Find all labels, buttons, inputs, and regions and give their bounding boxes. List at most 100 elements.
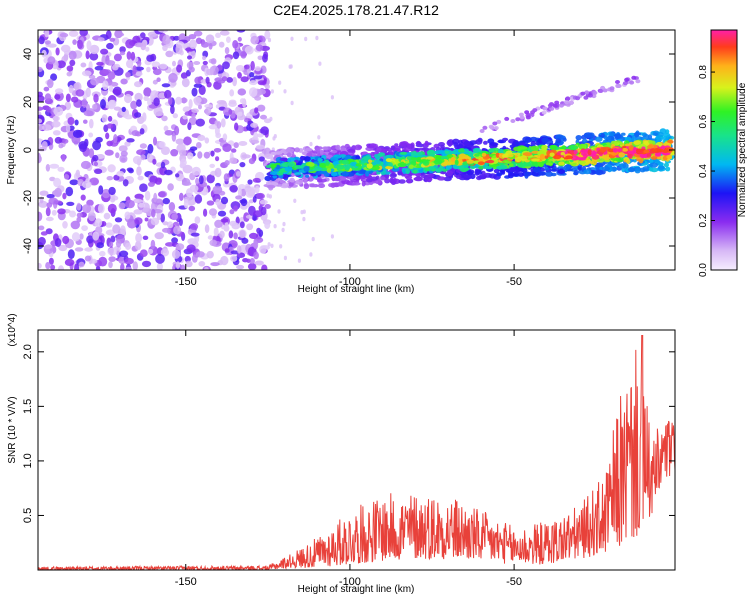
heatmap-cell xyxy=(578,143,586,150)
heatmap-cell xyxy=(156,111,164,116)
heatmap-cell xyxy=(330,95,334,100)
heatmap-cell xyxy=(161,146,170,155)
heatmap-cell xyxy=(124,242,132,250)
heatmap-cell xyxy=(88,132,94,138)
heatmap-cell xyxy=(330,156,339,162)
heatmap-cell xyxy=(226,36,231,43)
heatmap-cell xyxy=(237,36,242,42)
heatmap-cell xyxy=(167,183,174,191)
heatmap-cell xyxy=(65,186,74,197)
heatmap-cell xyxy=(203,151,211,159)
heatmap-cell xyxy=(557,169,566,174)
heatmap-cell xyxy=(240,50,247,59)
heatmap-cell xyxy=(108,85,114,92)
heatmap-cell xyxy=(303,156,311,162)
heatmap-cell xyxy=(350,161,357,167)
heatmap-cell xyxy=(176,64,183,73)
heatmap-cell xyxy=(545,162,553,166)
heatmap-cell xyxy=(518,172,524,177)
heatmap-cell xyxy=(628,145,635,151)
heatmap-cell xyxy=(532,108,538,113)
heatmap-cell xyxy=(208,208,218,216)
heatmap-cell xyxy=(254,95,262,101)
heatmap-cell xyxy=(38,142,42,148)
heatmap-cell xyxy=(46,202,53,208)
heatmap-cell xyxy=(639,167,646,173)
heatmap-cell xyxy=(570,155,579,161)
heatmap-cell xyxy=(418,147,427,151)
heatmap-cell xyxy=(71,232,81,242)
heatmap-cell xyxy=(478,166,484,170)
heatmap-cell xyxy=(315,35,319,41)
heatmap-cell xyxy=(75,169,81,178)
heatmap-cell xyxy=(633,140,642,146)
heatmap-cell xyxy=(371,165,380,171)
heatmap-cell xyxy=(267,242,271,247)
heatmap-cell xyxy=(112,89,121,95)
heatmap-cell xyxy=(466,159,475,164)
heatmap-cell xyxy=(94,218,103,228)
heatmap-cell xyxy=(112,64,119,71)
heatmap-cell xyxy=(195,118,205,127)
heatmap-cell xyxy=(340,176,347,181)
heatmap-cell xyxy=(150,217,160,226)
heatmap-cell xyxy=(387,162,393,168)
heatmap-cell xyxy=(236,30,246,33)
heatmap-cell xyxy=(68,84,74,94)
heatmap-cell xyxy=(564,100,570,105)
heatmap-cell xyxy=(376,171,381,175)
heatmap-cell xyxy=(497,139,504,144)
heatmap-cell xyxy=(198,261,206,267)
heatmap-cell xyxy=(446,170,453,177)
heatmap-cell xyxy=(311,236,315,242)
y-tick-label: 2.0 xyxy=(22,344,34,359)
heatmap-cell xyxy=(81,180,92,189)
heatmap-cell xyxy=(558,161,565,166)
heatmap-cell xyxy=(157,191,166,198)
heatmap-cell xyxy=(43,244,53,249)
heatmap-cell xyxy=(70,220,81,230)
heatmap-cell xyxy=(579,149,589,153)
heatmap-cell xyxy=(282,221,286,227)
heatmap-cell xyxy=(45,216,54,222)
heatmap-cell xyxy=(492,155,497,159)
heatmap-cell xyxy=(398,179,406,184)
heatmap-cell xyxy=(131,130,140,137)
heatmap-cell xyxy=(208,124,218,130)
heatmap-cell xyxy=(599,147,607,153)
heatmap-cell xyxy=(519,142,526,146)
heatmap-cell xyxy=(41,49,47,58)
heatmap-cell xyxy=(125,71,131,78)
heatmap-cell xyxy=(95,266,101,270)
heatmap-cell xyxy=(592,90,598,95)
heatmap-cell xyxy=(105,132,110,140)
heatmap-cell xyxy=(665,166,671,172)
heatmap-cell xyxy=(180,158,187,167)
heatmap-cell xyxy=(573,149,578,155)
heatmap-cell xyxy=(97,37,105,42)
heatmap-cell xyxy=(224,248,230,253)
heatmap-cell xyxy=(76,202,82,211)
y-tick-label: -20 xyxy=(22,190,34,206)
heatmap-cell xyxy=(397,171,403,176)
heatmap-cell xyxy=(232,40,239,49)
heatmap-cell xyxy=(113,134,118,144)
heatmap-cell xyxy=(399,151,408,155)
heatmap-cell xyxy=(47,78,54,89)
heatmap-cell xyxy=(202,60,208,66)
heatmap-cell xyxy=(187,200,194,206)
heatmap-cell xyxy=(521,167,528,173)
heatmap-cell xyxy=(325,161,330,166)
heatmap-cell xyxy=(300,210,304,215)
heatmap-cell xyxy=(88,211,96,222)
heatmap-cell xyxy=(156,77,161,82)
heatmap-cell xyxy=(57,208,66,215)
heatmap-cell xyxy=(309,183,315,188)
heatmap-cell xyxy=(210,58,217,65)
heatmap-cell xyxy=(134,217,143,225)
heatmap-cell xyxy=(46,106,52,113)
heatmap-cell xyxy=(58,143,64,149)
heatmap-cell xyxy=(191,108,199,113)
heatmap-cell xyxy=(69,179,79,186)
heatmap-cell xyxy=(252,177,261,183)
